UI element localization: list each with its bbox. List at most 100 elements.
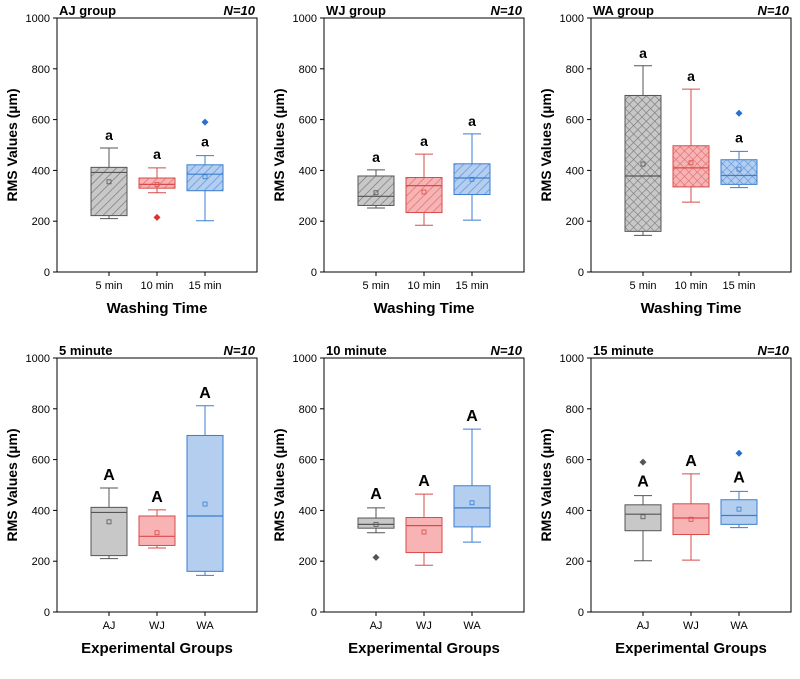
plot-frame bbox=[56, 357, 258, 613]
chart-title: 15 minute bbox=[593, 343, 654, 358]
y-tick-label: 800 bbox=[32, 404, 50, 416]
box-5-min: 5 min a bbox=[624, 45, 662, 292]
significance-letter: a bbox=[639, 45, 647, 61]
mean-marker bbox=[106, 519, 112, 525]
mean-marker bbox=[373, 521, 379, 527]
box-iqr bbox=[453, 485, 491, 528]
box-10-min: 10 min a bbox=[405, 133, 443, 292]
box-wj: WJ A bbox=[405, 473, 443, 632]
box-iqr bbox=[672, 503, 710, 536]
y-tick-label: 400 bbox=[566, 165, 584, 177]
mean-marker bbox=[421, 189, 427, 195]
box-wj: WJ A bbox=[138, 489, 176, 632]
x-tick-label: WA bbox=[463, 620, 481, 632]
y-tick-label: 200 bbox=[32, 216, 50, 228]
box-iqr bbox=[720, 159, 758, 185]
y-tick-label: 400 bbox=[32, 165, 50, 177]
x-axis-label: Washing Time bbox=[107, 300, 208, 317]
box-iqr bbox=[405, 517, 443, 554]
box-10-min: 10 min a bbox=[138, 146, 176, 292]
x-tick-label: 15 min bbox=[722, 280, 755, 292]
y-axis-label: RMS Values (µm) bbox=[271, 88, 287, 201]
box-5-min: 5 min a bbox=[90, 127, 128, 292]
significance-letter: a bbox=[468, 113, 476, 129]
outlier-point bbox=[201, 118, 209, 126]
y-tick-label: 200 bbox=[566, 556, 584, 568]
box-iqr bbox=[453, 163, 491, 196]
box-iqr bbox=[186, 164, 224, 192]
y-axis-label: RMS Values (µm) bbox=[4, 428, 20, 541]
y-axis-label: RMS Values (µm) bbox=[538, 88, 554, 201]
box-aj: AJ A bbox=[624, 458, 662, 632]
x-tick-label: 5 min bbox=[96, 280, 123, 292]
y-tick-label: 600 bbox=[299, 115, 317, 127]
box-iqr bbox=[624, 504, 662, 532]
y-axis-label: RMS Values (µm) bbox=[4, 88, 20, 201]
n-label: N=10 bbox=[491, 3, 523, 18]
box-iqr bbox=[90, 166, 128, 217]
chart-title: 10 minute bbox=[326, 343, 387, 358]
significance-letter: a bbox=[687, 68, 695, 84]
n-label: N=10 bbox=[224, 343, 256, 358]
box-iqr bbox=[357, 517, 395, 529]
mean-marker bbox=[154, 530, 160, 536]
n-label: N=10 bbox=[758, 3, 790, 18]
chart-panel-2: WJ group N=10 0 200 400 600 800 1000 RMS Values … bbox=[271, 3, 525, 317]
x-tick-label: WA bbox=[196, 620, 214, 632]
significance-letter: A bbox=[103, 467, 115, 484]
x-axis-label: Washing Time bbox=[641, 300, 742, 317]
significance-letter: A bbox=[418, 473, 430, 490]
y-tick-label: 0 bbox=[578, 267, 584, 279]
chart-panel-3: WA group N=10 0 200 400 600 800 1000 RMS Values … bbox=[538, 3, 792, 317]
x-tick-label: 5 min bbox=[363, 280, 390, 292]
y-axis-label: RMS Values (µm) bbox=[538, 428, 554, 541]
y-tick-label: 600 bbox=[566, 455, 584, 467]
significance-letter: A bbox=[199, 385, 211, 402]
x-axis-label: Experimental Groups bbox=[615, 640, 767, 657]
mean-marker bbox=[640, 514, 646, 520]
y-tick-label: 400 bbox=[32, 505, 50, 517]
significance-letter: A bbox=[151, 489, 163, 506]
x-tick-label: AJ bbox=[370, 620, 383, 632]
x-axis-label: Experimental Groups bbox=[81, 640, 233, 657]
x-tick-label: WA bbox=[730, 620, 748, 632]
n-label: N=10 bbox=[224, 3, 256, 18]
y-tick-label: 1000 bbox=[560, 353, 584, 365]
significance-letter: A bbox=[733, 469, 745, 486]
y-tick-label: 0 bbox=[44, 607, 50, 619]
mean-marker bbox=[688, 160, 694, 166]
box-iqr bbox=[138, 177, 176, 189]
significance-letter: A bbox=[370, 486, 382, 503]
x-tick-label: 15 min bbox=[455, 280, 488, 292]
y-tick-label: 800 bbox=[32, 64, 50, 76]
box-iqr bbox=[624, 94, 662, 232]
box-aj: AJ A bbox=[90, 467, 128, 632]
box-aj: AJ A bbox=[357, 486, 395, 632]
x-tick-label: WJ bbox=[149, 620, 165, 632]
y-tick-label: 200 bbox=[566, 216, 584, 228]
mean-marker bbox=[373, 190, 379, 196]
box-iqr bbox=[672, 145, 710, 188]
x-axis-label: Washing Time bbox=[374, 300, 475, 317]
y-tick-label: 200 bbox=[299, 556, 317, 568]
y-tick-label: 200 bbox=[299, 216, 317, 228]
box-iqr bbox=[90, 506, 128, 557]
significance-letter: a bbox=[420, 133, 428, 149]
y-tick-label: 600 bbox=[566, 115, 584, 127]
significance-letter: a bbox=[735, 129, 743, 145]
x-axis-label: Experimental Groups bbox=[348, 640, 500, 657]
y-tick-label: 1000 bbox=[26, 13, 50, 25]
chart-title: 5 minute bbox=[59, 343, 112, 358]
y-tick-label: 1000 bbox=[293, 353, 317, 365]
outlier-point bbox=[639, 458, 647, 466]
box-15-min: 15 min a bbox=[720, 109, 758, 292]
mean-marker bbox=[154, 181, 160, 187]
outlier-point bbox=[735, 449, 743, 457]
box-15-min: 15 min a bbox=[186, 118, 224, 292]
significance-letter: a bbox=[201, 134, 209, 150]
mean-marker bbox=[421, 529, 427, 535]
box-10-min: 10 min a bbox=[672, 68, 710, 292]
x-tick-label: WJ bbox=[683, 620, 699, 632]
x-tick-label: WJ bbox=[416, 620, 432, 632]
mean-marker bbox=[688, 516, 694, 522]
